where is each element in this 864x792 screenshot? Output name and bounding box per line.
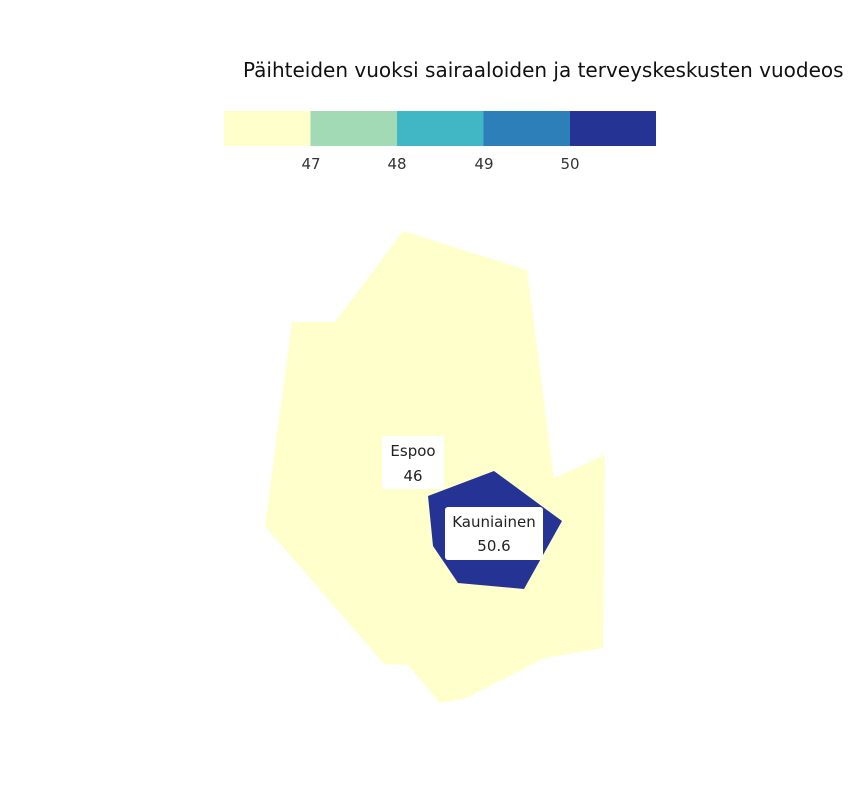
region-label-espoo: Espoo 46	[382, 436, 444, 489]
legend-swatch-1	[224, 111, 311, 146]
legend-tick-50: 50	[560, 155, 579, 173]
label-name-espoo: Espoo	[390, 442, 435, 460]
legend-swatch-2	[310, 111, 398, 146]
label-value-espoo: 46	[403, 467, 422, 485]
legend-tick-49: 49	[474, 155, 493, 173]
legend-swatch-3	[397, 111, 484, 146]
map-title: Päihteiden vuoksi sairaaloiden ja tervey…	[243, 58, 844, 82]
legend-swatch-5	[570, 111, 656, 146]
label-value-kauniainen: 50.6	[477, 537, 510, 555]
legend-swatch-4	[483, 111, 571, 146]
label-box-kauniainen	[445, 507, 543, 560]
label-box-espoo	[382, 436, 444, 489]
legend-tick-47: 47	[301, 155, 320, 173]
legend-tick-48: 48	[387, 155, 406, 173]
legend: 47 48 49 50	[224, 111, 656, 173]
region-label-kauniainen: Kauniainen 50.6	[445, 507, 543, 560]
label-name-kauniainen: Kauniainen	[452, 513, 536, 531]
